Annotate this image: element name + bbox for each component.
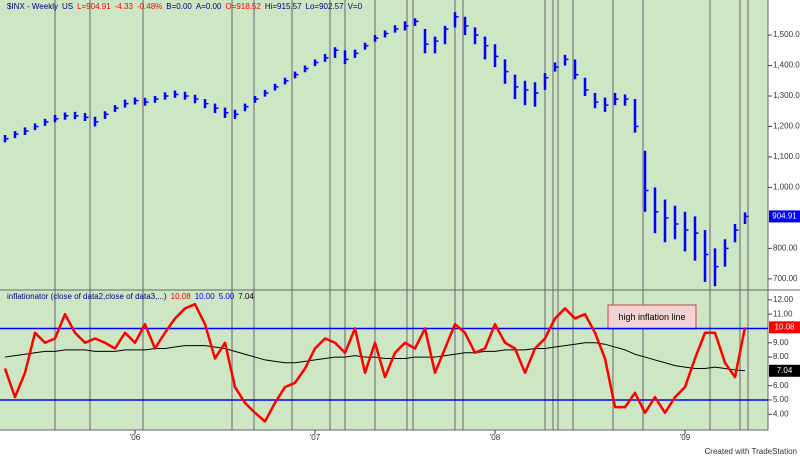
credit: Created with TradeStation (705, 447, 798, 456)
y-tick-label: 5.00 (773, 395, 789, 404)
header-item: -0.48% (137, 2, 162, 11)
y-tick-label: 1,500.00 (773, 30, 800, 39)
x-tick-label: '08 (490, 433, 501, 442)
y-tick-label: 1,300.00 (773, 91, 800, 100)
last-value-box (769, 321, 800, 334)
header-item: US (62, 2, 73, 11)
header-item: 10.08 (171, 292, 192, 301)
y-tick-label: 11.00 (773, 309, 793, 318)
panel-header: inflationator (close of data2,close of d… (7, 292, 254, 301)
header-item: Lo=902.57 (306, 2, 345, 11)
inflationator-line (3, 302, 747, 423)
header-item: O=918.52 (225, 2, 261, 11)
header-item: L=904.91 (77, 2, 111, 11)
header-item: A=0.00 (196, 2, 222, 11)
header-item: V=0 (348, 2, 363, 11)
x-tick-label: '09 (680, 433, 691, 442)
y-tick-label: 700.00 (773, 274, 798, 283)
y-tick-label: 1,000.00 (773, 183, 800, 192)
header-item: Hi=915.57 (265, 2, 302, 11)
y-tick-label: 6.00 (773, 381, 789, 390)
x-tick-label: '07 (310, 433, 321, 442)
y-tick-label: 1,200.00 (773, 122, 800, 131)
plot-background (0, 0, 768, 430)
header-item: $INX - Weekly (7, 2, 58, 11)
x-tick-label: '06 (130, 433, 141, 442)
last-value-box (769, 364, 800, 377)
header-item: inflationator (close of data2,close of d… (7, 292, 167, 301)
y-tick-label: 12.00 (773, 295, 794, 304)
y-tick-label: 1,400.00 (773, 61, 800, 70)
y-tick-label: 1,100.00 (773, 152, 800, 161)
panel-header: $INX - Weekly US L=904.91 -4.33 -0.48% B=0.00… (7, 2, 363, 11)
last-value-label: 7.04 (777, 366, 793, 375)
annotation: high inflation line (618, 312, 685, 322)
y-tick-label: 800.00 (773, 243, 798, 252)
header-item: 10.00 (195, 292, 216, 301)
header-item: 7.04 (238, 292, 254, 301)
last-value-label: 10.08 (774, 322, 795, 331)
header-item: -4.33 (115, 2, 134, 11)
event-lines (54, 0, 749, 430)
last-value-label: 904.91 (772, 212, 797, 221)
annotation-box (607, 304, 697, 330)
average-line (4, 342, 746, 372)
y-tick-label: 8.00 (773, 352, 789, 361)
y-tick-label: 9.00 (773, 338, 789, 347)
header-item: B=0.00 (166, 2, 192, 11)
y-tick-label: 4.00 (773, 409, 789, 418)
last-value-box (769, 210, 800, 223)
header-item: 5.00 (219, 292, 235, 301)
